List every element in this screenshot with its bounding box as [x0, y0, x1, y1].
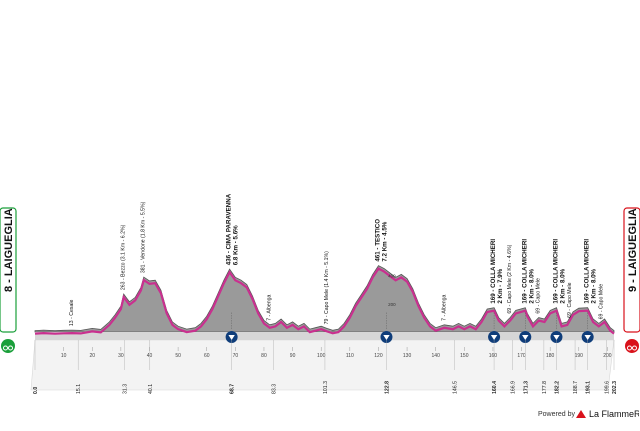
distance-mark-label-2: 31.3 [123, 384, 129, 394]
km-tick-label-9: 100 [317, 353, 326, 359]
km-tick-label-14: 150 [460, 353, 469, 359]
start-panel [0, 207, 17, 333]
distance-mark-label-11: 171.3 [523, 381, 529, 394]
climb-label-15: 69 - Capo Mele [599, 284, 605, 320]
km-tick-label-0: 10 [61, 353, 67, 359]
distance-mark-label-12: 177.8 [542, 381, 548, 394]
finish-name: 9 - LAIGUEGLIA [627, 208, 639, 292]
distance-mark-label-9: 160.4 [492, 381, 498, 394]
start-bike-wheel-a-icon [3, 345, 8, 351]
climb-label-13: 69 - Capo Mele [567, 282, 573, 318]
start-name: 8 - LAIGUEGLIA [3, 208, 15, 292]
climb-sublabel-3: 6.8 Km - 5.6% [233, 225, 240, 265]
distance-mark-label-8: 146.5 [452, 381, 458, 394]
profile-front-face [35, 332, 614, 340]
climb-label-9: 69 - Capo Mele (2 Km - 4.6%) [507, 244, 513, 313]
climb-sublabel-12: 2 Km - 8.0% [559, 268, 566, 303]
km-tick-label-8: 90 [290, 353, 296, 359]
climb-sublabel-14: 2 Km - 8.0% [591, 268, 598, 303]
gpm-arrow-icon-5 [584, 335, 591, 340]
km-tick-label-5: 60 [204, 353, 210, 359]
distance-mark-label-4: 68.7 [230, 384, 236, 394]
km-tick-label-17: 180 [546, 353, 555, 359]
km-tick-label-18: 190 [575, 353, 584, 359]
climb-label-1: 263 - Bezzo (3.1 Km - 6.2%) [121, 224, 127, 290]
climb-label-12: 169 - COLLA MICHERI [552, 239, 559, 304]
climb-label-4: 7 - Albenga [267, 294, 273, 320]
distance-mark-label-1: 15.1 [76, 384, 82, 394]
distance-mark-label-15: 193.1 [586, 381, 592, 394]
climb-label-3: 436 - CIMA PARAVENNA [226, 193, 233, 265]
gpm-arrow-icon-3 [522, 335, 529, 340]
climb-label-2: 381 - Vendone (1.8 Km - 5.5%) [141, 201, 147, 273]
km-tick-label-15: 160 [489, 353, 498, 359]
powered-by-label: Powered by [538, 411, 575, 418]
km-tick-label-19: 200 [603, 353, 612, 359]
gpm-arrow-icon-4 [553, 335, 560, 340]
climb-sublabel-10: 2 Km - 8.0% [528, 268, 535, 303]
profile-area [34, 265, 615, 333]
distance-mark-label-3: 40.1 [148, 384, 154, 394]
gpm-arrow-icon-2 [490, 335, 498, 340]
start-badge [1, 339, 15, 353]
km-tick-label-2: 30 [118, 353, 124, 359]
distance-mark-label-5: 83.3 [271, 384, 277, 394]
finish-panel [623, 207, 640, 333]
km-tick-label-4: 50 [175, 353, 181, 359]
distance-mark-label-14: 188.7 [573, 381, 579, 394]
km-tick-label-11: 120 [374, 353, 383, 359]
finish-bike-wheel-b-icon [632, 345, 637, 351]
route-line [34, 267, 615, 335]
gpm-arrow-icon-1 [383, 335, 390, 340]
km-tick-label-12: 130 [403, 353, 412, 359]
climb-label-11: 69 - Capo Mele [536, 278, 542, 314]
finish-bike-wheel-a-icon [627, 345, 632, 351]
climb-label-6: 461 - TESTICO [374, 219, 381, 262]
brand-name: La FlammeRouge [589, 409, 639, 419]
climb-label-14: 169 - COLLA MICHERI [584, 239, 591, 304]
distance-mark-label-10: 166.9 [511, 381, 517, 394]
brand-logo-icon [576, 410, 586, 418]
km-tick-label-7: 80 [261, 353, 267, 359]
start-bike-wheel-b-icon [8, 345, 13, 351]
km-tick-label-1: 20 [89, 353, 95, 359]
climb-label-7: 7 - Albenga [441, 294, 447, 320]
distance-mark-label-17: 202.3 [612, 381, 618, 394]
distance-mark-label-6: 101.3 [323, 381, 329, 394]
alt-scale-label-1: 200 [388, 302, 396, 307]
climb-label-10: 169 - COLLA MICHERI [521, 239, 528, 304]
km-tick-label-6: 70 [233, 353, 239, 359]
finish-badge [625, 339, 639, 353]
alt-scale-label-2: 400 [388, 273, 396, 278]
distance-mark-label-16: 199.6 [604, 381, 610, 394]
km-tick-label-13: 140 [432, 353, 441, 359]
km-tick-label-10: 110 [346, 353, 354, 359]
climb-sublabel-6: 7.2 Km - 4.5% [381, 221, 388, 261]
distance-mark-label-7: 122.8 [384, 381, 390, 394]
distance-mark-label-13: 182.2 [554, 381, 560, 394]
distance-mark-label-0: 0.0 [33, 387, 39, 394]
climb-label-0: 13 - Cesale [69, 299, 75, 326]
climb-sublabel-8: 2 Km - 7.9% [497, 268, 504, 303]
climb-label-5: 79 - Capo Mele (1.4 Km - 5.1%) [324, 251, 330, 325]
km-tick-label-16: 170 [517, 353, 526, 359]
gpm-arrow-icon-0 [228, 335, 235, 340]
climb-label-8: 169 - COLLA MICHERI [490, 239, 497, 304]
